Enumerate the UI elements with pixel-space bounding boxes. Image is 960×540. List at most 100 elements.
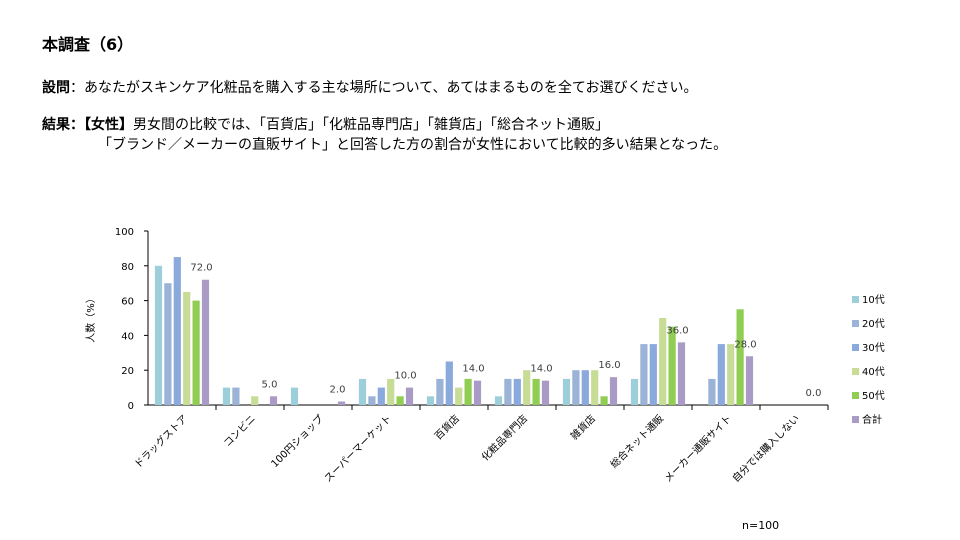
bar-20代 — [232, 387, 240, 405]
bar-30代 — [377, 387, 385, 405]
x-category-label: スーパーマーケット — [322, 413, 394, 485]
total-data-label: 72.0 — [190, 263, 212, 274]
bar-40代 — [455, 387, 463, 405]
bar-40代 — [387, 378, 395, 405]
bar-10代 — [358, 378, 367, 405]
total-data-label: 14.0 — [462, 364, 484, 375]
question-line: 設問：あなたがスキンケア化粧品を購入する主な場所について、あてはまるものを全てお… — [42, 77, 697, 97]
bar-50代 — [736, 309, 744, 405]
legend-label: 20代 — [862, 318, 885, 330]
total-data-label: 2.0 — [330, 385, 346, 396]
x-category-label: 雑貨店 — [568, 412, 598, 442]
bar-合計 — [745, 356, 754, 405]
legend-label: 40代 — [862, 366, 885, 378]
bar-30代 — [173, 257, 181, 405]
legend-label: 合計 — [862, 413, 882, 426]
legend-label: 10代 — [862, 294, 885, 306]
bar-20代 — [640, 344, 648, 405]
result-text-1: 男女間の比較では、「百貨店」「化粧品専門店」「雑貨店」「総合ネット通販」 — [133, 117, 609, 133]
bar-40代 — [251, 396, 259, 405]
total-data-label: 5.0 — [262, 379, 278, 390]
bar-30代 — [649, 344, 657, 405]
legend-swatch — [852, 320, 859, 327]
bar-合計 — [609, 377, 618, 405]
bar-10代 — [290, 387, 299, 405]
total-data-label: 10.0 — [394, 371, 416, 382]
question-label: 設問 — [42, 80, 70, 96]
bar-合計 — [201, 279, 210, 405]
y-tick-label: 100 — [115, 227, 134, 238]
question-separator: ： — [70, 80, 84, 96]
y-axis-title: 人数（%） — [84, 293, 97, 343]
bar-10代 — [426, 396, 435, 405]
bar-10代 — [222, 387, 231, 405]
bar-40代 — [523, 370, 531, 405]
legend-swatch — [852, 368, 859, 375]
bar-50代 — [600, 396, 608, 405]
total-data-label: 14.0 — [530, 364, 552, 375]
result-text-2: 「ブランド／メーカーの直販サイト」と回答した方の割合が女性において比較的多い結果… — [98, 137, 728, 153]
bar-40代 — [591, 370, 599, 405]
bar-合計 — [473, 380, 482, 405]
bar-40代 — [727, 344, 735, 405]
bar-20代 — [504, 378, 512, 405]
y-tick-label: 0 — [128, 401, 134, 412]
x-category-label: 100円ショップ — [269, 413, 326, 470]
total-data-label: 28.0 — [734, 339, 756, 350]
total-data-label: 0.0 — [806, 388, 822, 399]
bar-30代 — [445, 361, 453, 405]
x-category-label: ドラッグストア — [131, 412, 190, 471]
bar-20代 — [436, 378, 444, 405]
bar-50代 — [668, 326, 676, 405]
legend-swatch — [852, 416, 859, 423]
x-category-label: 化粧品専門店 — [479, 412, 531, 464]
bar-40代 — [183, 291, 191, 405]
bar-10代 — [494, 396, 503, 405]
page-title: 本調査（6） — [42, 35, 134, 54]
bar-合計 — [337, 401, 346, 405]
result-label: 結果： — [42, 117, 84, 133]
y-tick-label: 60 — [121, 297, 134, 308]
bar-50代 — [192, 300, 200, 405]
question-text: あなたがスキンケア化粧品を購入する主な場所について、あてはまるものを全てお選びく… — [84, 80, 698, 96]
total-data-label: 16.0 — [598, 360, 620, 371]
legend-label: 50代 — [862, 390, 885, 402]
bar-40代 — [659, 318, 667, 405]
bar-50代 — [532, 378, 540, 405]
bar-30代 — [717, 344, 725, 405]
x-category-label: 百貨店 — [432, 412, 462, 442]
bar-合計 — [269, 396, 278, 405]
result-line-1: 結果：【女性】男女間の比較では、「百貨店」「化粧品専門店」「雑貨店」「総合ネット… — [42, 115, 727, 135]
bar-30代 — [513, 378, 521, 405]
legend-swatch — [852, 344, 859, 351]
y-tick-label: 40 — [121, 331, 134, 342]
result-tag: 【女性】 — [84, 117, 133, 133]
y-tick-label: 20 — [121, 366, 134, 377]
bar-合計 — [541, 380, 550, 405]
bar-50代 — [396, 396, 404, 405]
bar-10代 — [562, 378, 571, 405]
x-category-label: 自分では購入しない — [729, 412, 802, 485]
bar-合計 — [405, 387, 414, 405]
bar-10代 — [630, 378, 639, 405]
y-tick-label: 80 — [121, 262, 134, 273]
sample-size-note: n=100 — [742, 519, 780, 532]
legend-swatch — [852, 296, 859, 303]
x-category-label: コンビニ — [221, 413, 258, 450]
total-data-label: 36.0 — [666, 325, 688, 336]
bar-50代 — [464, 378, 472, 405]
bar-20代 — [368, 396, 376, 405]
legend-swatch — [852, 392, 859, 399]
result-block: 結果：【女性】男女間の比較では、「百貨店」「化粧品専門店」「雑貨店」「総合ネット… — [42, 115, 727, 155]
bar-20代 — [164, 283, 172, 405]
bar-30代 — [581, 370, 589, 405]
bar-合計 — [677, 342, 686, 405]
result-line-2: 「ブランド／メーカーの直販サイト」と回答した方の割合が女性において比較的多い結果… — [42, 135, 727, 155]
bar-20代 — [572, 370, 580, 405]
legend-label: 30代 — [862, 342, 885, 354]
x-category-label: 総合ネット通販 — [607, 412, 666, 471]
x-category-label: メーカー通販サイト — [662, 413, 734, 485]
bar-20代 — [708, 378, 716, 405]
bar-10代 — [154, 265, 163, 405]
